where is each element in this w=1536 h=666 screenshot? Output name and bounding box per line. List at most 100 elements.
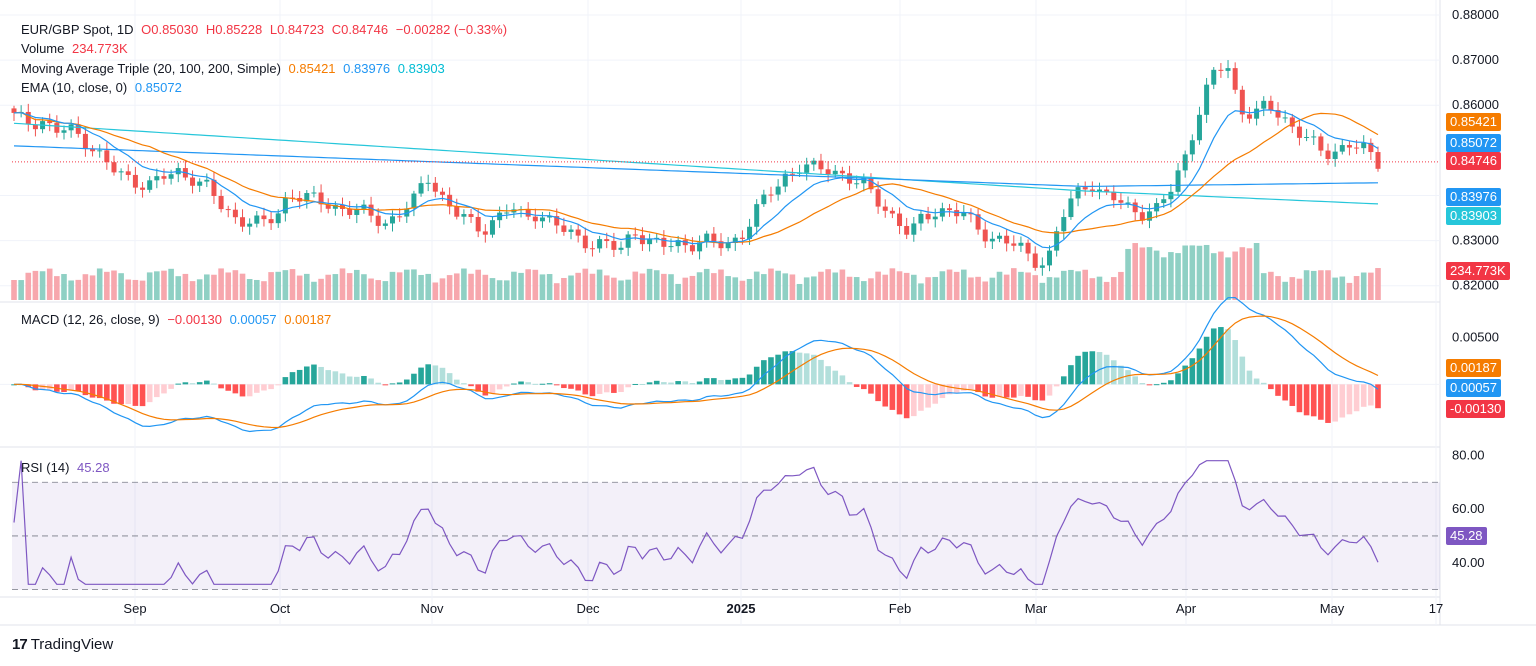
- macd-histogram-bar: [661, 382, 667, 385]
- candle-body: [1011, 243, 1017, 246]
- macd-histogram-bar: [1039, 384, 1046, 401]
- candle-body: [282, 197, 288, 214]
- candle-body: [547, 216, 553, 218]
- volume-bar: [1260, 273, 1267, 300]
- candle-body: [1032, 253, 1038, 268]
- tradingview-logo[interactable]: 17 TradingView: [12, 636, 113, 653]
- candle-body: [197, 181, 203, 186]
- macd-histogram-bar: [596, 384, 603, 394]
- candle-body: [668, 246, 674, 248]
- macd-histogram-bar: [568, 384, 574, 389]
- volume-bar: [1289, 277, 1296, 300]
- macd-histogram-bar: [475, 384, 481, 392]
- price-tick-label: 0.88000: [1452, 7, 1499, 22]
- macd-histogram-bar: [482, 384, 489, 396]
- macd-histogram-bar: [1253, 378, 1260, 385]
- candle-body: [1146, 211, 1152, 221]
- candle-body: [411, 193, 417, 209]
- volume-bar: [575, 272, 581, 300]
- candle-body: [125, 171, 131, 175]
- macd-legend: MACD (12, 26, close, 9) −0.00130 0.00057…: [21, 312, 335, 328]
- candle-body: [704, 233, 710, 243]
- volume-bar: [1239, 247, 1246, 300]
- macd-histogram-bar: [775, 354, 781, 385]
- volume-bar: [403, 269, 410, 300]
- volume-bar: [639, 273, 646, 300]
- candle-body: [347, 208, 353, 215]
- macd-histogram-bar: [796, 352, 803, 385]
- volume-bar: [275, 271, 282, 300]
- candle-body: [611, 241, 617, 250]
- macd-histogram-bar: [1196, 348, 1203, 385]
- candle-body: [897, 213, 903, 227]
- candle-body: [1046, 250, 1052, 266]
- candle-body: [1339, 145, 1345, 152]
- macd-histogram-bar: [653, 380, 660, 385]
- macd-histogram-bar: [489, 384, 496, 394]
- candle-body: [975, 214, 981, 230]
- candle-body: [204, 179, 210, 182]
- ema-label: EMA (10, close, 0): [21, 80, 128, 95]
- volume-bar: [168, 268, 174, 300]
- volume-bar: [911, 274, 917, 300]
- volume-bar: [696, 272, 703, 300]
- candle-body: [147, 180, 153, 190]
- candle-body: [532, 216, 538, 222]
- ma200-value: 0.83903: [397, 61, 445, 76]
- macd-histogram-bar: [211, 383, 217, 385]
- volume-bar: [1360, 272, 1367, 300]
- volume-bar: [861, 281, 867, 300]
- candle-body: [354, 208, 360, 215]
- macd-histogram-bar: [989, 384, 996, 398]
- macd-histogram-bar: [425, 364, 431, 385]
- macd-histogram-bar: [882, 384, 889, 407]
- candle-body: [161, 176, 167, 179]
- candle-body: [839, 170, 845, 174]
- macd-histogram-bar: [246, 384, 253, 397]
- ma20-price-tag: 0.85421: [1446, 113, 1501, 131]
- macd-histogram-bar: [532, 383, 539, 385]
- candle-body: [661, 237, 667, 247]
- macd-histogram-bar: [639, 383, 646, 385]
- macd-histogram-bar: [932, 384, 939, 404]
- volume-bar: [525, 269, 531, 300]
- volume-bar: [546, 274, 553, 300]
- candle-body: [889, 210, 895, 214]
- volume-bar: [382, 281, 389, 300]
- candle-body: [1075, 187, 1081, 199]
- candle-body: [1096, 189, 1102, 192]
- tradingview-logo-text: TradingView: [30, 636, 114, 653]
- candle-body: [932, 216, 938, 220]
- candle-body: [140, 187, 146, 190]
- candle-body: [461, 214, 467, 217]
- candle-body: [47, 121, 53, 124]
- ema10-line: [13, 109, 1379, 249]
- macd-histogram-bar: [846, 382, 853, 385]
- macd-hist-value: −0.00130: [167, 312, 222, 327]
- candle-body: [911, 223, 917, 235]
- candle-body: [625, 234, 631, 248]
- low-value: L0.84723: [269, 22, 325, 37]
- macd-histogram-bar: [432, 365, 439, 385]
- volume-bar: [589, 273, 596, 300]
- macd-histogram-bar: [903, 384, 910, 419]
- macd-histogram-bar: [746, 374, 753, 385]
- candle-body: [32, 124, 38, 130]
- volume-bar: [568, 275, 574, 300]
- macd-label: MACD (12, 26, close, 9): [21, 312, 160, 327]
- volume-bar: [18, 280, 24, 300]
- volume-bar: [1275, 276, 1281, 300]
- candle-body: [754, 204, 760, 227]
- macd-histogram-bar: [368, 378, 374, 385]
- candle-body: [75, 124, 81, 134]
- candle-body: [375, 215, 381, 226]
- candle-body: [1325, 150, 1331, 159]
- candle-body: [211, 179, 217, 196]
- macd-histogram-bar: [289, 372, 296, 385]
- candle-body: [1054, 231, 1060, 251]
- macd-histogram-bar: [161, 384, 167, 394]
- macd-histogram-bar: [1175, 373, 1181, 385]
- volume-bar: [675, 283, 681, 300]
- macd-histogram-bar: [575, 384, 581, 391]
- candle-body: [575, 229, 581, 236]
